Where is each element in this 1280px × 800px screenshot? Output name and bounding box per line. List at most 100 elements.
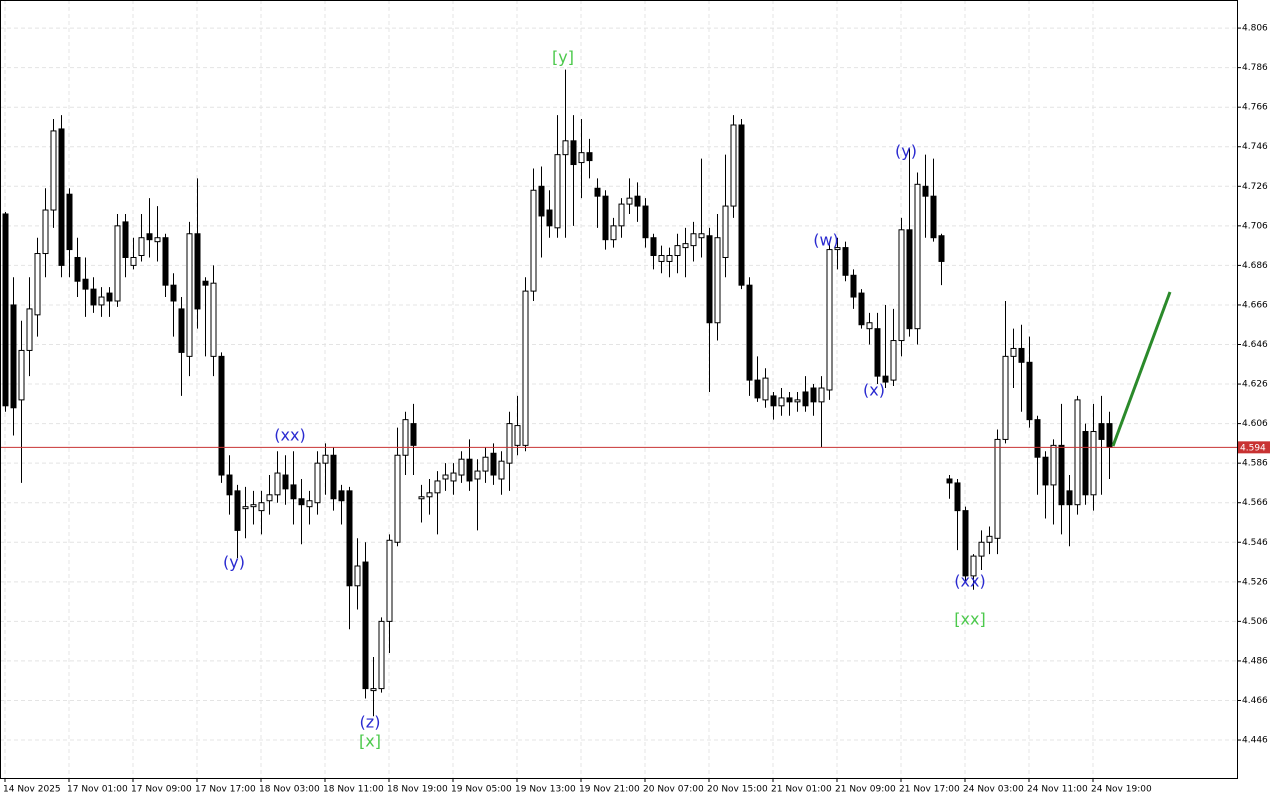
candle-body — [722, 205, 729, 258]
candle-body — [690, 233, 697, 247]
candle-body — [874, 328, 881, 377]
candle-body — [426, 492, 433, 498]
candle-body — [1090, 431, 1097, 496]
candle-body — [970, 555, 977, 577]
candle-body — [154, 237, 161, 243]
x-tick-label: 21 Nov 09:00 — [835, 785, 896, 795]
candle-body — [626, 197, 633, 205]
wave-label: (w) — [813, 231, 839, 250]
candle-body — [602, 195, 609, 241]
candle-body — [762, 377, 769, 401]
candle-body — [978, 541, 985, 557]
wave-label: (y) — [223, 553, 245, 572]
y-tick-label: 4.546 — [1242, 538, 1268, 548]
candle-body — [138, 237, 145, 257]
candle-body — [66, 193, 73, 251]
candle-body — [1002, 355, 1009, 440]
candle-body — [410, 423, 417, 446]
candle-body — [1010, 347, 1017, 357]
candle-body — [570, 140, 577, 166]
candle-body — [170, 284, 177, 302]
candle-body — [866, 322, 873, 330]
candle-body — [386, 539, 393, 622]
candle-body — [914, 183, 921, 330]
y-tick-label: 4.446 — [1242, 736, 1268, 746]
candle-body — [1106, 423, 1113, 448]
candle-body — [850, 274, 857, 298]
candle-body — [858, 292, 865, 326]
candle-body — [810, 387, 817, 403]
candle-body — [538, 185, 545, 217]
candle-body — [2, 213, 9, 407]
candle-body — [842, 247, 849, 276]
candle-body — [1082, 431, 1089, 496]
candle-body — [498, 460, 505, 480]
candle-body — [1026, 361, 1033, 421]
candle-body — [922, 185, 929, 197]
candle-body — [738, 124, 745, 286]
candle-body — [322, 454, 329, 464]
candle-body — [114, 225, 121, 302]
candle-body — [122, 221, 129, 258]
x-tick-label: 24 Nov 03:00 — [963, 785, 1024, 795]
candle-body — [506, 423, 513, 464]
x-tick-label: 17 Nov 01:00 — [67, 785, 128, 795]
candle-body — [650, 237, 657, 257]
candle-body — [306, 500, 313, 508]
candle-body — [458, 458, 465, 476]
candle-body — [218, 355, 225, 476]
candle-body — [706, 235, 713, 324]
candles — [0, 69, 1237, 717]
candle-body — [234, 490, 241, 531]
y-tick-label: 4.466 — [1242, 696, 1268, 706]
x-tick-label: 21 Nov 01:00 — [771, 785, 832, 795]
x-tick-label: 20 Nov 15:00 — [707, 785, 768, 795]
x-tick-label: 19 Nov 21:00 — [579, 785, 640, 795]
plot-frame — [0, 0, 1238, 779]
wave-label: [xx] — [954, 610, 985, 629]
x-tick-label: 14 Nov 2025 — [3, 785, 61, 795]
y-tick-label: 4.706 — [1242, 221, 1268, 231]
x-tick-label: 19 Nov 13:00 — [515, 785, 576, 795]
candle-body — [362, 561, 369, 690]
candle-body — [698, 233, 705, 239]
x-tick-label: 17 Nov 17:00 — [195, 785, 256, 795]
candle-body — [178, 308, 185, 353]
candle-body — [258, 502, 265, 512]
candle-body — [346, 490, 353, 587]
last-price-label: 4.594 — [1240, 443, 1266, 453]
candle-body — [442, 474, 449, 480]
candle-body — [890, 340, 897, 381]
candle-body — [1050, 444, 1057, 486]
candle-body — [226, 474, 233, 496]
candle-body — [778, 397, 785, 407]
candle-body — [242, 506, 249, 510]
candle-body — [42, 209, 49, 255]
candle-body — [1042, 456, 1049, 486]
x-tick-label: 18 Nov 19:00 — [387, 785, 448, 795]
candle-body — [546, 209, 553, 227]
y-tick-label: 4.566 — [1242, 498, 1268, 508]
candle-body — [74, 256, 81, 282]
candle-body — [578, 152, 585, 164]
candle-body — [98, 296, 105, 306]
candle-body — [378, 620, 385, 690]
axes: 4.446 4.466 4.486 4.506 4.526 4.546 4.566 4.586… — [3, 24, 1270, 795]
candle-body — [826, 249, 833, 391]
candle-body — [730, 124, 737, 207]
candle-body — [106, 292, 113, 302]
candle-body — [1098, 423, 1105, 440]
candle-body — [186, 233, 193, 357]
candle-body — [666, 255, 673, 262]
candle-body — [10, 304, 17, 409]
wave-label: (y) — [895, 142, 917, 161]
y-tick-label: 4.486 — [1242, 656, 1268, 666]
candle-body — [682, 243, 689, 249]
candle-body — [930, 195, 937, 239]
candle-body — [746, 284, 753, 381]
wave-label: (xx) — [274, 426, 305, 445]
candle-body — [330, 454, 337, 500]
candle-body — [674, 245, 681, 257]
candle-body — [314, 462, 321, 504]
candle-body — [818, 387, 825, 403]
